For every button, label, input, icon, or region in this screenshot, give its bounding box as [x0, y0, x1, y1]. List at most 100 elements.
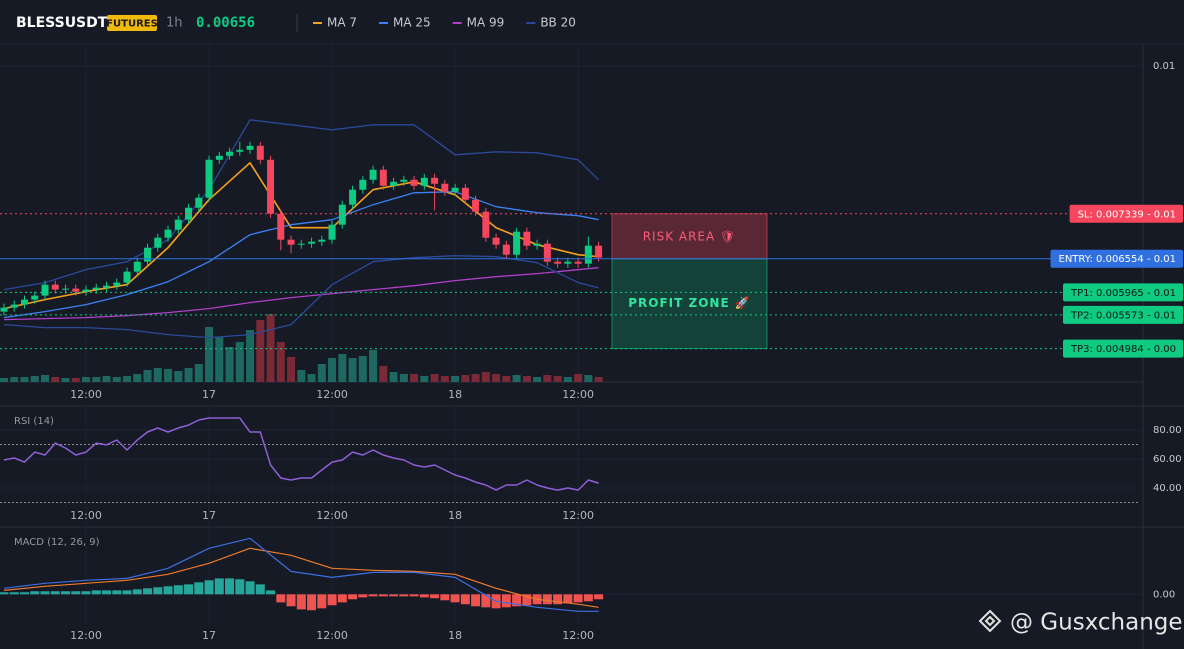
volume-bar: [0, 378, 8, 382]
histogram-bar: [235, 579, 245, 595]
candle-body: [236, 149, 244, 152]
histogram-bar: [317, 594, 327, 609]
candle-body: [164, 229, 172, 238]
volume-bar: [348, 358, 357, 382]
y-tick-label: 0.00: [1153, 589, 1175, 600]
level-label: TP1: 0.005965 - 0.01: [1070, 288, 1176, 299]
candle-body: [533, 243, 541, 246]
level-label: SL: 0.007339 - 0.01: [1078, 209, 1176, 220]
volume-bar: [225, 347, 234, 382]
candle-body: [318, 239, 326, 242]
x-tick-label: 12:00: [562, 388, 594, 401]
histogram-bar: [71, 591, 81, 595]
volume-bar: [471, 374, 480, 382]
candle-body: [82, 289, 90, 292]
candle-body: [72, 288, 80, 292]
histogram-bar: [40, 591, 50, 595]
histogram-bar: [276, 594, 286, 603]
candle-body: [349, 189, 357, 205]
candle-body: [133, 261, 141, 272]
volume-bar: [317, 364, 326, 382]
candle-body: [31, 295, 39, 300]
volume-bar: [502, 376, 511, 382]
candle-body: [277, 213, 285, 240]
volume-bar: [522, 376, 531, 382]
histogram-bar: [163, 586, 173, 595]
volume-bar: [215, 337, 224, 382]
histogram-bar: [522, 594, 532, 606]
histogram-bar: [542, 594, 552, 605]
x-tick-label: 17: [202, 629, 216, 642]
y-tick-label: 60.00: [1153, 454, 1182, 465]
histogram-bar: [378, 594, 388, 597]
candle-body: [543, 243, 551, 262]
macd-line: [3, 537, 599, 612]
histogram-bar: [573, 594, 583, 603]
histogram-bar: [9, 592, 19, 595]
histogram-bar: [409, 594, 419, 597]
candle-body: [523, 231, 531, 246]
volume-bar: [20, 377, 29, 382]
histogram-bar: [348, 594, 358, 600]
histogram-bar: [81, 591, 91, 595]
x-tick-label: 12:00: [316, 509, 348, 522]
volume-bar: [184, 368, 193, 382]
x-tick-label: 18: [448, 509, 462, 522]
candle-body: [144, 247, 152, 262]
histogram-bar: [112, 590, 122, 595]
signal-line: [3, 547, 599, 608]
histogram-bar: [266, 590, 276, 595]
volume-bar: [338, 354, 347, 382]
volume-bar: [563, 377, 572, 382]
indicator-line: [3, 255, 599, 339]
volume-bar: [10, 377, 19, 382]
x-tick-label: 17: [202, 509, 216, 522]
legend-label: MA 7: [327, 16, 357, 30]
y-tick-label: 80.00: [1153, 425, 1182, 436]
zone-label: RISK AREA 🛡: [643, 230, 737, 244]
volume-bar: [553, 376, 562, 382]
histogram-bar: [245, 581, 255, 595]
volume-bar: [82, 377, 91, 382]
volume-bar: [51, 377, 60, 382]
candle-body: [338, 204, 346, 225]
histogram-bar: [286, 594, 296, 607]
volume-bar: [205, 327, 214, 382]
x-tick-label: 12:00: [316, 629, 348, 642]
candle-body: [328, 224, 336, 240]
candle-body: [554, 261, 562, 264]
volume-bar: [297, 370, 306, 382]
y-tick-label: 40.00: [1153, 483, 1182, 494]
histogram-bar: [20, 592, 30, 595]
volume-bar: [71, 378, 80, 382]
candle-body: [92, 287, 100, 290]
volume-bar: [133, 374, 142, 382]
histogram-bar: [0, 592, 9, 595]
volume-bar: [61, 378, 70, 382]
histogram-bar: [368, 594, 378, 597]
volume-bar: [492, 374, 501, 382]
zone: [611, 258, 768, 350]
candle-body: [441, 183, 449, 192]
candle-body: [410, 179, 418, 186]
candle-body: [564, 261, 572, 264]
volume-bar: [235, 342, 244, 382]
histogram-bar: [389, 594, 399, 597]
candle-body: [205, 159, 213, 198]
panel-title: RSI (14): [14, 416, 54, 427]
x-tick-label: 17: [202, 388, 216, 401]
volume-bar: [461, 375, 470, 382]
x-tick-label: 12:00: [70, 629, 102, 642]
level-label-bg: [1063, 305, 1183, 324]
watermark-logo: [978, 609, 1002, 633]
x-tick-label: 12:00: [562, 629, 594, 642]
volume-bar: [30, 376, 39, 382]
legend-label: MA 99: [467, 16, 505, 30]
volume-bar: [143, 370, 152, 382]
candle-body: [226, 151, 234, 156]
histogram-bar: [358, 594, 368, 598]
candle-body: [297, 243, 305, 245]
candle-body: [492, 237, 500, 245]
volume-bar: [307, 374, 316, 382]
